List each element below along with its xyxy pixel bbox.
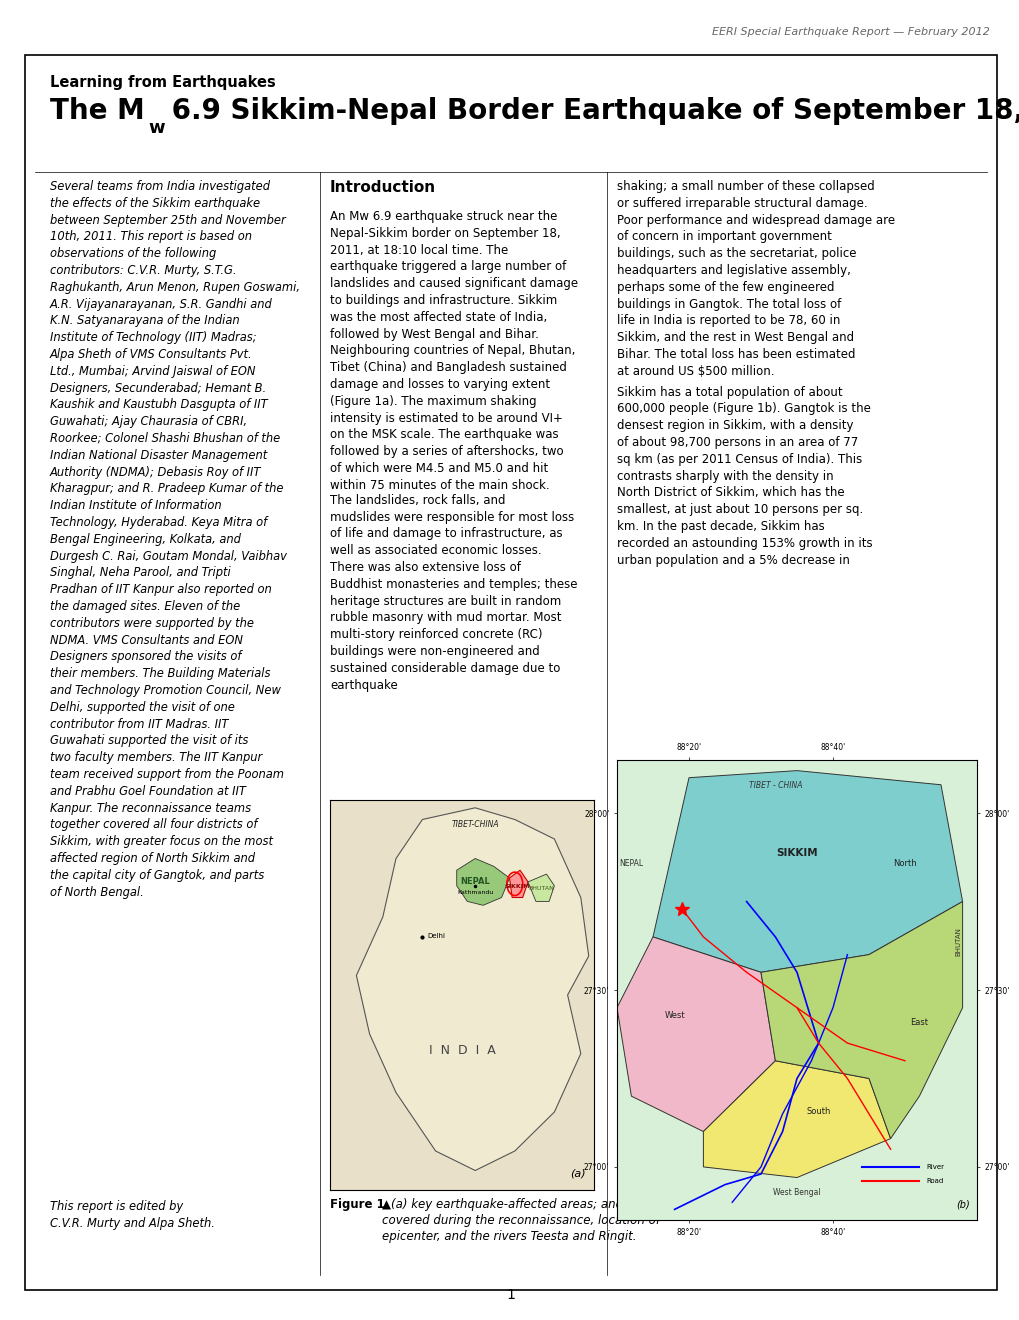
Text: Figure 1.: Figure 1. — [330, 1199, 389, 1210]
Text: (a): (a) — [570, 1168, 586, 1179]
Text: shaking; a small number of these collapsed
or suffered irreparable structural da: shaking; a small number of these collaps… — [616, 180, 895, 378]
Text: East: East — [910, 1019, 927, 1027]
Text: NEPAL: NEPAL — [619, 859, 643, 869]
Polygon shape — [703, 1061, 890, 1177]
Text: Road: Road — [925, 1177, 943, 1184]
Text: 1: 1 — [506, 1288, 515, 1302]
Text: w: w — [148, 119, 164, 137]
Text: This report is edited by
C.V.R. Murty and Alpa Sheth.: This report is edited by C.V.R. Murty an… — [50, 1200, 215, 1230]
Text: Several teams from India investigated
the effects of the Sikkim earthquake
betwe: Several teams from India investigated th… — [50, 180, 300, 899]
Text: (b): (b) — [955, 1200, 969, 1209]
Text: TIBET-CHINA: TIBET-CHINA — [451, 820, 498, 829]
Text: SIKKIM: SIKKIM — [775, 847, 817, 858]
Text: EERI Special Earthquake Report — February 2012: EERI Special Earthquake Report — Februar… — [711, 26, 989, 37]
Text: South: South — [806, 1107, 829, 1115]
Text: The landslides, rock falls, and
mudslides were responsible for most loss
of life: The landslides, rock falls, and mudslide… — [330, 494, 577, 692]
Text: 6.9 Sikkim-Nepal Border Earthquake of September 18, 2011: 6.9 Sikkim-Nepal Border Earthquake of Se… — [162, 96, 1019, 125]
Text: Sikkim has a total population of about
600,000 people (Figure 1b). Gangtok is th: Sikkim has a total population of about 6… — [616, 385, 872, 566]
Text: ▲(a) key earthquake-affected areas; and ► (b) areas
covered during the reconnais: ▲(a) key earthquake-affected areas; and … — [382, 1199, 692, 1243]
Polygon shape — [457, 858, 510, 906]
Polygon shape — [616, 937, 774, 1131]
Polygon shape — [760, 902, 962, 1139]
Text: North: North — [893, 859, 916, 869]
Polygon shape — [510, 870, 528, 898]
Text: West Bengal: West Bengal — [772, 1188, 820, 1197]
Text: NEPAL: NEPAL — [460, 876, 489, 886]
Text: BHUTAN: BHUTAN — [955, 927, 961, 956]
Text: The M: The M — [50, 96, 145, 125]
Polygon shape — [356, 808, 588, 1171]
Text: I  N  D  I  A: I N D I A — [428, 1044, 495, 1056]
Text: TIBET - CHINA: TIBET - CHINA — [748, 781, 801, 791]
Text: Introduction: Introduction — [330, 180, 436, 195]
Text: Delhi: Delhi — [427, 933, 445, 940]
Text: BHUTAN: BHUTAN — [528, 886, 553, 891]
Text: Kathmandu: Kathmandu — [457, 890, 493, 895]
Text: An Mw 6.9 earthquake struck near the
Nepal-Sikkim border on September 18,
2011, : An Mw 6.9 earthquake struck near the Nep… — [330, 210, 578, 492]
Polygon shape — [652, 771, 962, 973]
Text: SIKKIM: SIKKIM — [504, 884, 530, 888]
Text: West: West — [663, 1011, 684, 1020]
Polygon shape — [528, 874, 554, 902]
Text: Learning from Earthquakes: Learning from Earthquakes — [50, 75, 275, 90]
Text: River: River — [925, 1164, 944, 1170]
